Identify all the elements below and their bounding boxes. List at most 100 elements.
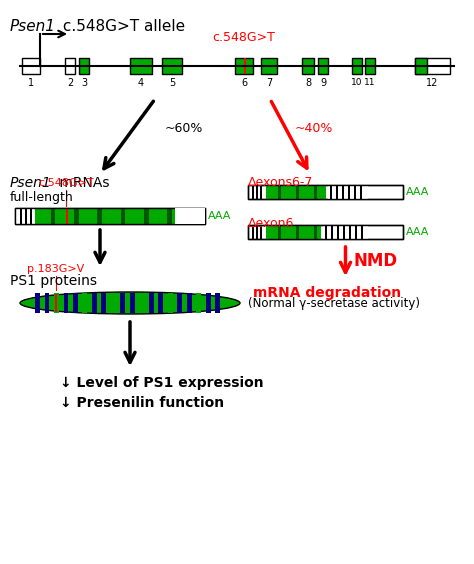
Bar [337, 225, 339, 239]
Bar [64, 293, 68, 313]
Bar [248, 225, 403, 239]
Bar [130, 58, 152, 74]
Text: AAA: AAA [406, 227, 429, 237]
Bar [97, 208, 102, 224]
Text: Psen1: Psen1 [10, 176, 52, 190]
Bar [130, 293, 135, 313]
Bar [266, 225, 321, 239]
Bar [235, 58, 253, 74]
Text: mRNAs: mRNAs [55, 176, 109, 190]
Bar [314, 225, 317, 239]
Bar [216, 293, 220, 313]
Text: c.548G>T allele: c.548G>T allele [58, 19, 185, 34]
Bar [120, 293, 125, 313]
Text: ↓ Level of PS1 expression: ↓ Level of PS1 expression [60, 376, 264, 390]
Text: 7: 7 [266, 78, 272, 88]
Bar [30, 208, 32, 224]
Text: Δexons6-7: Δexons6-7 [248, 176, 313, 189]
Bar [260, 185, 262, 199]
Bar [336, 185, 338, 199]
Text: 4: 4 [138, 78, 144, 88]
Bar [15, 208, 35, 224]
Bar [248, 225, 403, 239]
Text: ~40%: ~40% [295, 122, 333, 135]
Text: ↓ Presenilin function: ↓ Presenilin function [60, 396, 224, 410]
Bar [244, 58, 246, 74]
Bar [261, 58, 277, 74]
Bar [354, 185, 356, 199]
Bar [149, 293, 154, 313]
Bar [349, 225, 351, 239]
Bar [206, 293, 211, 313]
Bar [162, 58, 182, 74]
Text: NMD: NMD [354, 252, 398, 270]
Bar [177, 293, 182, 313]
Bar [328, 185, 368, 199]
Text: Psen1: Psen1 [10, 19, 56, 34]
Bar [111, 293, 116, 313]
Text: c.548G>T: c.548G>T [38, 178, 93, 188]
Bar [296, 185, 299, 199]
Text: full-length: full-length [10, 191, 74, 204]
Text: 11: 11 [364, 78, 376, 87]
Bar [331, 225, 333, 239]
Bar [360, 185, 362, 199]
Bar [54, 293, 59, 313]
Bar [35, 293, 40, 313]
Bar [144, 208, 148, 224]
Bar [365, 58, 375, 74]
Bar [168, 293, 173, 313]
Bar [256, 185, 258, 199]
Bar [343, 225, 345, 239]
Bar [139, 293, 144, 313]
Bar [45, 293, 49, 313]
Bar [278, 225, 281, 239]
Bar [248, 185, 403, 199]
Bar [330, 185, 332, 199]
Text: ~60%: ~60% [165, 122, 203, 135]
Bar [51, 208, 55, 224]
Text: c.548G>T: c.548G>T [212, 31, 275, 44]
Bar [25, 208, 27, 224]
Bar [252, 225, 254, 239]
Bar [325, 225, 327, 239]
Bar [79, 58, 89, 74]
Bar [73, 293, 78, 313]
Bar [266, 185, 326, 199]
Text: PS1 proteins: PS1 proteins [10, 274, 97, 288]
Bar [167, 208, 172, 224]
Bar [55, 294, 57, 312]
Bar [352, 58, 362, 74]
Bar [323, 225, 368, 239]
Bar [302, 58, 314, 74]
Bar [65, 58, 75, 74]
Bar [252, 185, 254, 199]
Bar [66, 208, 68, 224]
Text: (Normal γ-secretase activity): (Normal γ-secretase activity) [248, 297, 420, 310]
Text: 1: 1 [28, 78, 34, 88]
Bar [92, 293, 97, 313]
Bar [158, 293, 163, 313]
Bar [348, 185, 350, 199]
Bar [20, 208, 22, 224]
Ellipse shape [20, 292, 240, 314]
Bar [248, 185, 403, 199]
Text: 6: 6 [241, 78, 247, 88]
Text: Δexon6: Δexon6 [248, 217, 294, 230]
Bar [256, 225, 258, 239]
Bar [314, 185, 317, 199]
Text: mRNA degradation: mRNA degradation [253, 286, 401, 300]
Bar [35, 208, 175, 224]
Text: 5: 5 [169, 78, 175, 88]
Bar [187, 293, 192, 313]
Bar [101, 293, 106, 313]
Text: 9: 9 [320, 78, 326, 88]
Bar [15, 208, 205, 224]
Bar [342, 185, 344, 199]
Bar [361, 225, 363, 239]
Bar [120, 208, 125, 224]
Bar [22, 58, 40, 74]
Text: 10: 10 [351, 78, 363, 87]
Bar [15, 208, 205, 224]
Bar [415, 58, 450, 74]
